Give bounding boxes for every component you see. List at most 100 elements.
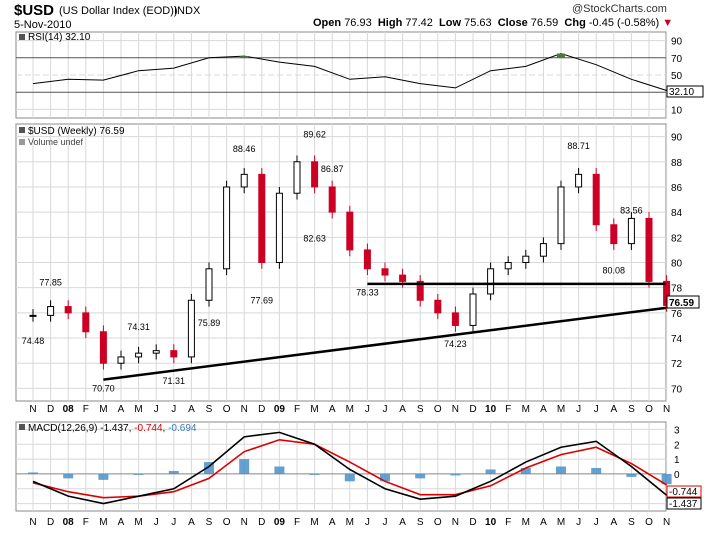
price-annotation-label: 78.33: [356, 288, 379, 298]
month-tick-label: M: [346, 404, 354, 415]
rsi-legend-swatch: [19, 34, 25, 40]
chart-date: 5-Nov-2010: [14, 19, 72, 31]
price-annotation-label: 88.46: [233, 144, 256, 154]
macd-histogram-bar: [380, 473, 390, 482]
macd-histogram-bar: [98, 473, 109, 480]
macd-legend-signal: -0.744: [134, 423, 163, 434]
chart-exchange: INDX: [174, 5, 201, 17]
month-tick-label: N: [663, 404, 670, 415]
chart-name: (US Dollar Index (EOD)): [59, 5, 178, 17]
month-tick-label: O: [434, 404, 442, 415]
month-tick-label: N: [452, 517, 459, 528]
price-candle-body: [451, 312, 459, 326]
price-candle-body: [539, 243, 547, 257]
rsi-current-badge: [666, 85, 704, 98]
price-candle-body: [293, 161, 301, 194]
close-value: 76.59: [530, 17, 559, 29]
open-label: Open: [313, 17, 342, 29]
price-candle-body: [557, 186, 565, 245]
rsi-tick-label: 70: [671, 54, 683, 65]
low-value: 75.63: [464, 17, 492, 29]
month-tick-label: D: [258, 517, 265, 528]
price-legend: $USD (Weekly) 76.59 Volume undef: [19, 126, 125, 147]
price-tick-label: 88: [671, 158, 683, 169]
price-candle-body: [346, 211, 354, 251]
month-tick-label: O: [223, 404, 231, 415]
price-tick-label: 76: [671, 309, 683, 320]
price-tick-label: 72: [671, 359, 683, 370]
macd-histogram-bar: [591, 467, 602, 474]
macd-histogram-bar: [661, 473, 672, 485]
month-tick-label: S: [206, 404, 213, 415]
ohlc-bar: Open 76.93 High 77.42 Low 75.63 Close 76…: [313, 17, 673, 29]
month-tick-label: J: [594, 517, 599, 528]
macd-histogram-bar: [556, 466, 566, 474]
price-candle-body: [170, 350, 178, 358]
price-tick-label: 86: [671, 183, 683, 194]
macd-signal-badge-text: -0.744: [669, 487, 698, 498]
price-tick-label: 70: [671, 384, 683, 395]
price-candle-body: [135, 352, 143, 358]
month-tick-label: J: [383, 404, 388, 415]
price-candle-body: [522, 255, 530, 264]
month-tick-label: D: [47, 517, 54, 528]
price-candle-body: [311, 161, 319, 188]
price-candle-body: [187, 299, 195, 358]
month-tick-label: A: [329, 404, 336, 415]
macd-tick-label: 0: [674, 470, 680, 481]
macd-histogram-bar: [133, 473, 144, 475]
price-candle-body: [64, 306, 72, 314]
month-tick-label: F: [83, 517, 89, 528]
price-candle-body: [610, 224, 618, 245]
month-tick-label: M: [99, 517, 107, 528]
month-tick-label: N: [452, 404, 459, 415]
month-tick-label: S: [417, 517, 424, 528]
macd-histogram-bar: [204, 462, 214, 474]
month-tick-label: M: [346, 517, 354, 528]
price-candle-body: [82, 312, 90, 333]
month-tick-label: D: [469, 404, 476, 415]
price-annotation-label: 89.62: [303, 129, 326, 139]
month-tick-label: J: [171, 517, 176, 528]
support-trendline: [103, 306, 667, 381]
price-candle-body: [416, 280, 424, 301]
price-candle-body: [469, 293, 477, 326]
price-layer: 74.48 77.85 70.70 74.31 71.31 75.89 88.46 77.69…: [22, 129, 671, 394]
month-tick-label: M: [522, 404, 530, 415]
month-tick-label: F: [83, 404, 89, 415]
month-tick-label: S: [628, 517, 635, 528]
month-tick-label: M: [310, 517, 318, 528]
macd-current-badge: [666, 497, 702, 510]
month-tick-label: N: [663, 517, 670, 528]
price-tick-label: 84: [671, 208, 683, 219]
macd-histogram-bar: [239, 459, 250, 474]
macd-histogram-bar: [415, 473, 426, 479]
macd-tick-label: 3: [674, 425, 680, 436]
month-tick-label: A: [118, 517, 125, 528]
rsi-current-text: 32.10: [669, 87, 694, 98]
month-tick-label: N: [241, 517, 248, 528]
month-tick-label: A: [188, 404, 195, 415]
price-candle-body: [47, 306, 55, 316]
month-tick-label: A: [540, 404, 547, 415]
month-tick-label: A: [118, 404, 125, 415]
month-tick-label: O: [434, 517, 442, 528]
macd-current-badge-text: -1.437: [669, 499, 698, 510]
price-tick-label: 80: [671, 259, 683, 270]
price-annotation-label: 82.63: [303, 233, 326, 243]
price-candle-body: [240, 173, 248, 188]
month-tick-label: S: [417, 404, 424, 415]
macd-tick-label: 1: [674, 455, 680, 466]
macd-histogram-bar: [485, 469, 496, 474]
rsi-tick-label: 50: [671, 71, 683, 82]
macd-histogram-bar: [63, 473, 74, 479]
price-current-badge: [666, 295, 700, 309]
price-candle-body: [363, 249, 371, 270]
month-tick-label: J: [154, 517, 159, 528]
rsi-tick-label: 90: [671, 37, 683, 48]
price-annotation-label: 77.69: [251, 296, 274, 306]
axis-layer: 907050301090888684828078767472703210-1-2…: [29, 37, 683, 528]
rsi-tick-label: 10: [671, 105, 683, 116]
price-candle-body: [223, 186, 231, 270]
month-tick-label: A: [399, 404, 406, 415]
